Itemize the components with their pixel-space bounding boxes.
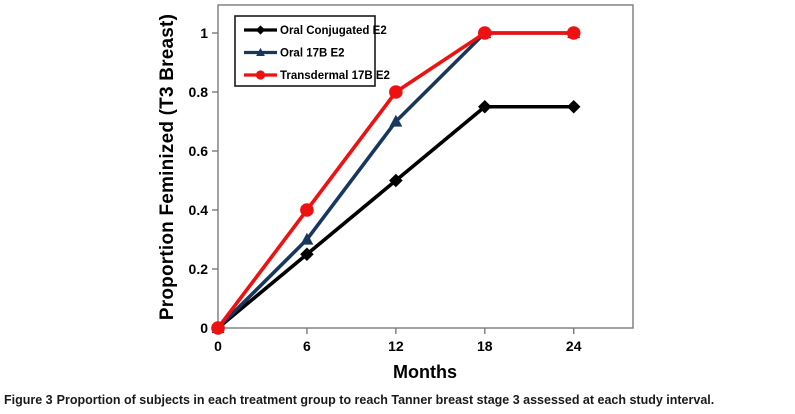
y-tick-label: 0.8 [189,84,209,100]
circle-marker [566,26,581,40]
diamond-marker [255,25,266,35]
x-tick-label: 0 [214,338,222,354]
figure-caption: Figure 3 Proportion of subjects in each t… [4,392,792,408]
x-axis-title: Months [393,362,457,382]
y-tick-label: 0.6 [189,143,209,159]
diamond-marker [477,99,492,114]
y-tick-label: 0.2 [189,261,209,277]
legend: Oral Conjugated E2 Oral 17B E2 Transdermal… [234,15,390,87]
circle-marker [389,85,403,99]
x-tick-label: 24 [566,338,582,354]
legend-item-label: Oral Conjugated E2 [280,25,387,37]
legend-item-label: Oral 17B E2 [280,48,345,60]
diamond-marker [389,173,403,188]
series-2 [211,26,581,335]
x-tick-label: 18 [477,338,493,354]
line-chart-canvas: 0 0.2 0.4 0.6 0.8 1 0 6 12 18 24 Oral Conjugated E2… [189,4,634,354]
triangle-marker [300,232,314,245]
figure-caption-label: Figure 3 [4,393,53,407]
y-tick-label: 0 [200,320,208,336]
series-line [216,104,574,330]
diamond-marker [566,99,581,114]
plot-border [217,4,634,329]
triangle-marker [389,114,403,127]
figure-caption-text: Proportion of subjects in each treatment… [56,393,715,407]
legend-item-label: Transdermal 17B E2 [280,70,390,82]
circle-marker [211,321,225,335]
y-tick-label: 0.4 [189,202,209,218]
legend-item: Oral Conjugated E2 [244,25,387,37]
y-axis-title: Proportion Feminized (T3 Breast) [157,13,178,321]
circle-marker [300,203,314,217]
triangle-marker [256,47,265,56]
legend-item: Transdermal 17B E2 [244,70,390,82]
circle-marker [255,70,266,80]
series-0 [211,99,581,335]
legend-item: Oral 17B E2 [244,48,345,60]
circle-marker [477,26,492,40]
y-tick-label: 1 [200,25,208,41]
diamond-marker [300,247,314,262]
x-tick-label: 6 [303,338,311,354]
x-tick-label: 12 [388,338,404,354]
